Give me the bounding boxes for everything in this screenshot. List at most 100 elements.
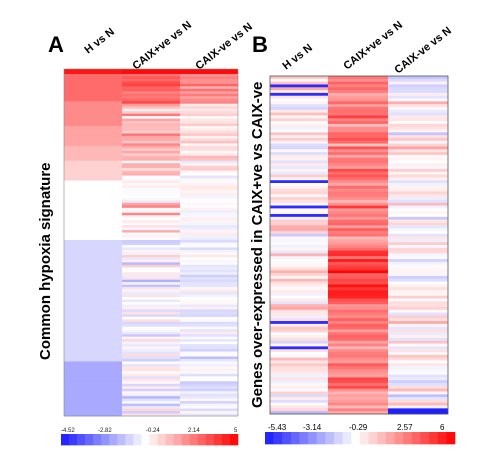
heatmap-cell bbox=[64, 282, 122, 285]
heatmap-cell bbox=[328, 340, 388, 344]
heatmap-cell bbox=[122, 311, 180, 315]
heatmap-cell bbox=[270, 326, 328, 330]
heatmap-cell bbox=[270, 211, 328, 215]
heatmap-cell bbox=[122, 242, 180, 246]
heatmap-cell bbox=[180, 170, 238, 174]
heatmap-cell bbox=[180, 366, 238, 370]
heatmap-cell bbox=[64, 341, 122, 345]
heatmap-cell bbox=[64, 396, 122, 399]
heatmap-cell bbox=[64, 339, 122, 342]
heatmap-cell bbox=[180, 197, 238, 201]
heatmap-cell bbox=[180, 406, 238, 409]
heatmap-cell bbox=[388, 98, 448, 102]
panel-b-y-label: Genes over-expressed in CAIX+ve vs CAIX-… bbox=[249, 82, 266, 408]
panel-letter-a: A bbox=[48, 32, 64, 57]
colorbar-swatch bbox=[429, 432, 439, 445]
heatmap-cell bbox=[388, 157, 448, 161]
heatmap-cell bbox=[122, 354, 180, 357]
heatmap-cell bbox=[180, 91, 238, 95]
colorbar-swatch bbox=[125, 434, 134, 446]
colorbar-swatch bbox=[446, 432, 456, 445]
heatmap-cell bbox=[328, 101, 388, 105]
heatmap-cell bbox=[328, 273, 388, 277]
heatmap-cell bbox=[180, 165, 238, 169]
heatmap-cell bbox=[388, 208, 448, 212]
colorbar-swatch bbox=[377, 432, 387, 445]
panel-letter-b: B bbox=[252, 32, 268, 57]
heatmap-cell bbox=[270, 259, 328, 263]
heatmap-cell bbox=[388, 408, 448, 412]
heatmap-cell bbox=[328, 371, 388, 375]
heatmap-cell bbox=[122, 93, 180, 97]
heatmap-cell bbox=[64, 289, 122, 293]
colorbar-swatch bbox=[229, 434, 239, 446]
heatmap-cell bbox=[64, 230, 122, 233]
heatmap-cell bbox=[64, 185, 122, 189]
colorbar-swatch bbox=[308, 432, 318, 445]
heatmap-cell bbox=[122, 217, 180, 221]
heatmap-cell bbox=[328, 245, 388, 249]
heatmap-cell bbox=[64, 309, 122, 313]
heatmap-cell bbox=[122, 155, 180, 159]
heatmap-cell bbox=[122, 220, 180, 224]
heatmap-cell bbox=[388, 202, 448, 206]
heatmap-cell bbox=[122, 101, 180, 105]
heatmap-cell bbox=[388, 335, 448, 339]
heatmap-cell bbox=[180, 175, 238, 179]
heatmap-cell bbox=[64, 123, 122, 127]
heatmap-cell bbox=[64, 187, 122, 191]
heatmap-cell bbox=[180, 240, 238, 243]
heatmap-cell bbox=[270, 340, 328, 344]
heatmap-cell bbox=[180, 272, 238, 276]
colorbar-swatch bbox=[149, 434, 158, 446]
heatmap-cell bbox=[388, 115, 448, 119]
heatmap-cell bbox=[328, 137, 388, 142]
heatmap-cell bbox=[64, 386, 122, 390]
heatmap-cell bbox=[122, 378, 180, 382]
heatmap-cell bbox=[180, 287, 238, 290]
panel-a-colorbar-tick: -0.24 bbox=[146, 428, 160, 434]
heatmap-cell bbox=[64, 205, 122, 209]
heatmap-cell bbox=[64, 363, 122, 367]
heatmap-cell bbox=[270, 352, 328, 356]
heatmap-cell bbox=[64, 356, 122, 360]
heatmap-cell bbox=[328, 81, 388, 85]
heatmap-cell bbox=[270, 126, 328, 130]
heatmap-cell bbox=[122, 324, 180, 328]
colorbar-swatch bbox=[420, 432, 430, 445]
heatmap-cell bbox=[64, 227, 122, 231]
colorbar-swatch bbox=[117, 434, 126, 446]
heatmap-cell bbox=[180, 190, 238, 194]
heatmap-cell bbox=[270, 171, 328, 175]
heatmap-cell bbox=[122, 277, 180, 281]
heatmap-cell bbox=[388, 135, 448, 139]
heatmap-cell bbox=[122, 264, 180, 268]
heatmap-cell bbox=[270, 301, 328, 305]
heatmap-cell bbox=[64, 76, 122, 80]
heatmap-cell bbox=[64, 244, 122, 248]
heatmap-cell bbox=[388, 214, 448, 218]
heatmap-cell bbox=[122, 329, 180, 333]
heatmap-cell bbox=[64, 269, 122, 273]
heatmap-cell bbox=[388, 87, 448, 91]
heatmap-cell bbox=[270, 357, 328, 361]
heatmap-cell bbox=[270, 219, 328, 223]
heatmap-cell bbox=[388, 301, 448, 305]
heatmap-cell bbox=[122, 128, 180, 132]
colorbar-swatch bbox=[394, 432, 404, 445]
heatmap-cell bbox=[64, 210, 122, 214]
heatmap-cell bbox=[270, 81, 328, 85]
heatmap-cell bbox=[388, 166, 448, 170]
heatmap-cell bbox=[180, 294, 238, 298]
heatmap-cell bbox=[270, 368, 328, 373]
heatmap-cell bbox=[180, 143, 238, 147]
heatmap-cell bbox=[64, 274, 122, 278]
heatmap-cell bbox=[328, 366, 388, 370]
heatmap-cell bbox=[64, 168, 122, 171]
heatmap-cell bbox=[388, 171, 448, 175]
heatmap-cell bbox=[122, 371, 180, 375]
heatmap-cell bbox=[180, 138, 238, 142]
heatmap-cell bbox=[180, 297, 238, 300]
heatmap-cell bbox=[122, 319, 180, 323]
heatmap-cell bbox=[388, 264, 448, 268]
